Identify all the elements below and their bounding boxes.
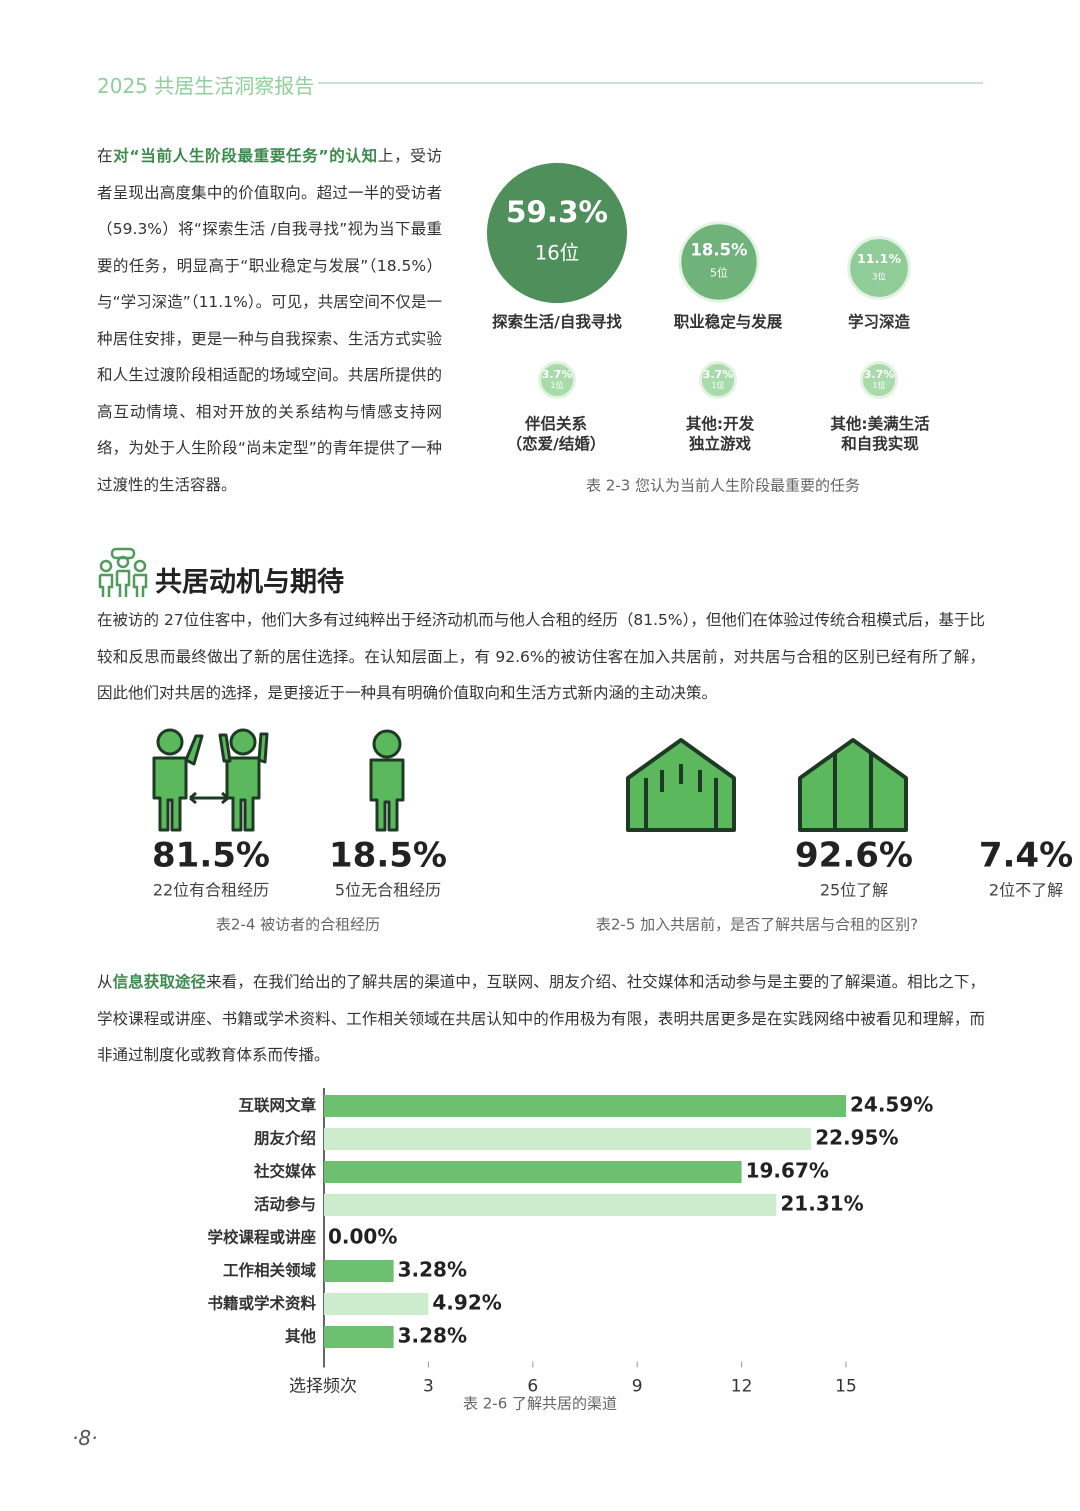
page-number-text: 8 — [78, 1426, 92, 1450]
bubble-label: 职业稳定与发展 — [673, 313, 783, 331]
stat-value: 92.6% — [795, 836, 913, 876]
category-label: 书籍或学术资料 — [207, 1294, 316, 1313]
stat-label: 2位不了解 — [989, 881, 1063, 900]
bubble-value: 3.7% — [864, 368, 895, 381]
header-title: 2025 共居生活洞察报告 — [97, 74, 315, 98]
bubble-value: 11.1% — [857, 252, 901, 267]
bubble-label: 其他:开发 独立游戏 — [685, 415, 755, 453]
caption: 表 2-3 您认为当前人生阶段最重要的任务 — [586, 477, 860, 495]
bar — [324, 1293, 429, 1315]
house-icon — [626, 738, 908, 832]
x-tick-label: 6 — [527, 1377, 538, 1397]
bubble-count: 5位 — [710, 266, 728, 280]
text: 来看，在我们给出的了解共居的渠道中，互联网、朋友介绍、社交媒体和活动参与是主要的… — [97, 973, 985, 1064]
value-label: 3.28% — [398, 1258, 467, 1282]
people-icon — [152, 728, 405, 832]
section-paragraph: 在被访的 27位住客中，他们大多有过纯粹出于经济动机而与他人合租的经历（81.5… — [97, 611, 985, 702]
category-label: 工作相关领域 — [223, 1261, 317, 1280]
bubble — [698, 360, 738, 400]
caption: 表2-5 加入共居前，是否了解共居与合租的区别? — [596, 916, 918, 934]
bubble — [678, 221, 760, 303]
value-label: 0.00% — [328, 1225, 397, 1249]
value-label: 24.59% — [850, 1093, 933, 1117]
bar — [324, 1095, 846, 1117]
bubble-count: 1位 — [550, 380, 563, 390]
bubble-label: 伴侣关系 （恋爱/结婚） — [506, 415, 606, 453]
text: 在 — [97, 147, 114, 165]
bubble-count: 16位 — [535, 242, 580, 265]
value-label: 22.95% — [815, 1126, 898, 1150]
bubble — [859, 360, 899, 400]
x-tick-label: 15 — [835, 1377, 857, 1397]
bubble-value: 3.7% — [542, 368, 573, 381]
highlight: 信息获取途径 — [112, 973, 207, 991]
x-tick-label: 12 — [731, 1377, 753, 1397]
bubble-count: 1位 — [872, 380, 885, 390]
category-label: 活动参与 — [254, 1195, 316, 1214]
caption: 表 2-6 了解共居的渠道 — [463, 1395, 617, 1413]
category-label: 其他 — [285, 1327, 317, 1346]
bubble-value: 3.7% — [703, 368, 734, 381]
category-label: 朋友介绍 — [254, 1129, 316, 1148]
bar — [324, 1161, 742, 1183]
stat-value: 81.5% — [152, 836, 270, 876]
category-label: 互联网文章 — [238, 1096, 316, 1115]
stat-value: 7.4% — [979, 836, 1073, 876]
channels-paragraph: 从信息获取途径来看，在我们给出的了解共居的渠道中，互联网、朋友介绍、社交媒体和活… — [97, 964, 985, 1074]
value-label: 4.92% — [432, 1291, 501, 1315]
stat-value: 18.5% — [329, 836, 447, 876]
stat-label: 25位了解 — [820, 881, 888, 900]
x-axis-title: 选择频次 — [289, 1377, 357, 1397]
bar — [324, 1194, 777, 1216]
intro-paragraph: 在对“当前人生阶段最重要任务”的认知上，受访者呈现出高度集中的价值取向。超过一半… — [97, 138, 442, 503]
section-title: 共居动机与期待 — [155, 567, 344, 598]
bar — [324, 1260, 394, 1282]
bubble — [537, 360, 577, 400]
value-label: 19.67% — [746, 1159, 829, 1183]
stat-label: 22位有合租经历 — [153, 881, 269, 900]
text: 上，受访者呈现出高度集中的价值取向。超过一半的受访者（59.3%）将“探索生活 … — [97, 147, 442, 494]
bubble-label: 探索生活/自我寻找 — [492, 313, 622, 331]
bubble-count: 1位 — [711, 380, 724, 390]
value-label: 3.28% — [398, 1324, 467, 1348]
bubble-label: 其他:美满生活 和自我实现 — [830, 415, 930, 453]
x-tick-label: 9 — [632, 1377, 643, 1397]
bar — [324, 1326, 394, 1348]
text: 从 — [97, 973, 113, 991]
caption: 表2-4 被访者的合租经历 — [216, 916, 380, 934]
x-tick-label: 3 — [423, 1377, 434, 1397]
bubble-count: 3位 — [872, 272, 886, 282]
highlight: 对“当前人生阶段最重要任务”的认知 — [113, 147, 378, 165]
bubble — [486, 162, 628, 304]
bar — [324, 1128, 812, 1150]
page-number: ·8· — [72, 1426, 98, 1450]
bubble-value: 18.5% — [691, 241, 748, 260]
stat-label: 5位无合租经历 — [335, 881, 441, 900]
category-label: 社交媒体 — [253, 1162, 317, 1181]
section-icon — [98, 547, 148, 597]
value-label: 21.31% — [780, 1192, 863, 1216]
bubble-label: 学习深造 — [847, 313, 911, 331]
bubble-value: 59.3% — [506, 195, 608, 229]
bubble — [847, 236, 911, 300]
category-label: 学校课程或讲座 — [207, 1228, 316, 1247]
